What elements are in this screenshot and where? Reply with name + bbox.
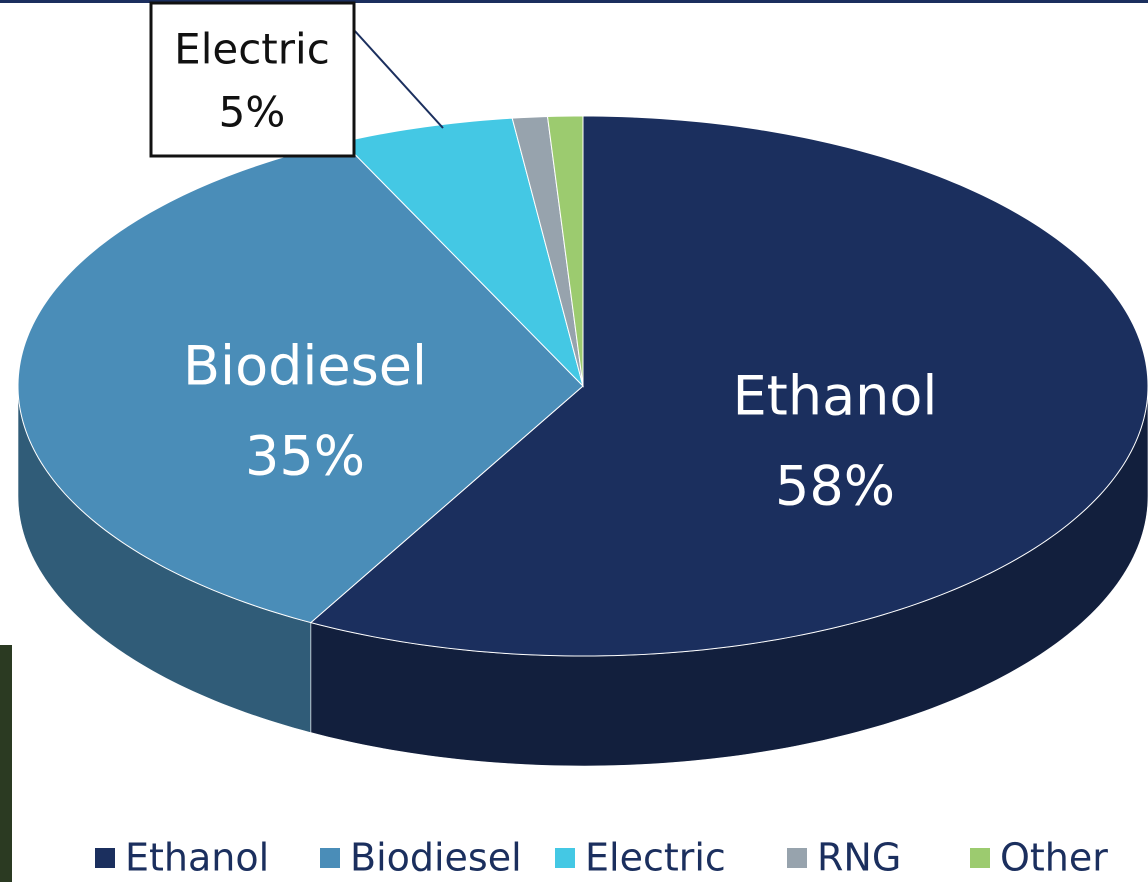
chart: Ethanol 58% Biodiesel 35% Electric 5% Ethanol… bbox=[0, 0, 1148, 882]
data-label-value: 5% bbox=[219, 88, 286, 137]
data-label-name: Ethanol bbox=[733, 365, 938, 428]
callout-line bbox=[354, 30, 443, 128]
legend-swatch bbox=[95, 848, 115, 868]
legend-label: Biodiesel bbox=[350, 836, 522, 880]
legend-swatch bbox=[787, 848, 807, 868]
data-label-name: Biodiesel bbox=[183, 335, 427, 398]
data-label-value: 35% bbox=[245, 425, 365, 488]
legend-label: Electric bbox=[585, 836, 726, 880]
legend-label: RNG bbox=[817, 836, 901, 880]
legend-swatch bbox=[555, 848, 575, 868]
data-label-name: Electric bbox=[174, 25, 330, 74]
background-photo-edge bbox=[0, 645, 12, 882]
legend-label: Other bbox=[1000, 836, 1108, 880]
page: Ethanol 58% Biodiesel 35% Electric 5% Ethanol… bbox=[0, 0, 1148, 882]
legend: Ethanol Biodiesel Electric RNG Other bbox=[95, 836, 1108, 880]
data-label-value: 58% bbox=[775, 455, 895, 518]
legend-swatch bbox=[970, 848, 990, 868]
legend-label: Ethanol bbox=[125, 836, 269, 880]
legend-swatch bbox=[320, 848, 340, 868]
